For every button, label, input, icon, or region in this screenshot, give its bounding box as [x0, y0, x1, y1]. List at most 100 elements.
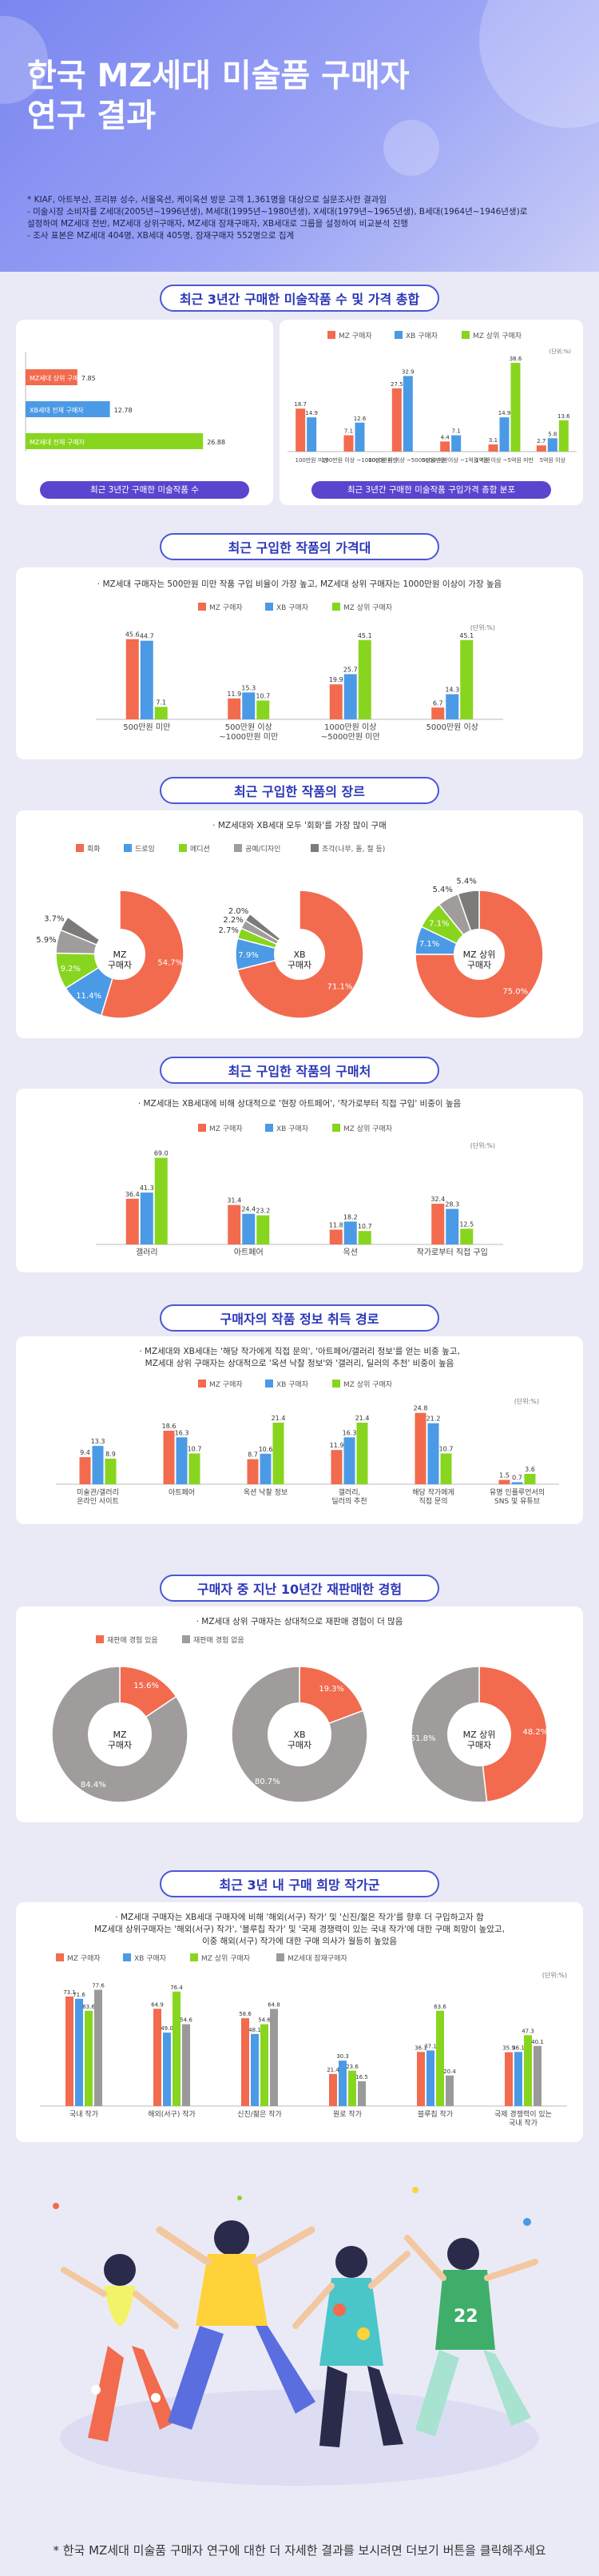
bar-value-label: 18.6: [162, 1423, 177, 1430]
chart-info-source: MZ 구매자 XB 구매자 MZ 상위 구매자 (단위:%) 9.413.38.9 미술관…: [56, 1380, 559, 1506]
bar-value-label: 48.1: [248, 2027, 261, 2033]
survey-notes: * KIAF, 아트부산, 프리뷰 성수, 서울옥션, 케이옥션 방문 고객 1…: [27, 194, 578, 242]
x-tick-label: 아트페어: [169, 1488, 195, 1497]
bar-value-label: 11.9: [330, 1442, 344, 1449]
bar-value-label: 45.1: [459, 632, 474, 639]
pie-value-label: 5.4%: [456, 877, 476, 886]
bar: [343, 1437, 355, 1484]
bar-value-label: 24.4: [241, 1206, 256, 1213]
legend-swatch: [462, 331, 470, 339]
bar-value-label: 23.2: [256, 1208, 270, 1215]
x-tick-label: 유명 인플루언서의 SNS 및 유튜브: [490, 1487, 545, 1506]
bar-value-label: 64.9: [151, 2001, 164, 2008]
bar: [26, 369, 77, 385]
bar: [329, 2073, 337, 2106]
bar-value-label: 15.3: [241, 684, 256, 691]
bar: [125, 639, 139, 719]
bar: [355, 422, 365, 452]
pie-value-label: 7.9%: [238, 951, 258, 960]
legend-label: 에디션: [190, 845, 210, 854]
pie-center: [94, 929, 145, 980]
bar: [65, 1996, 73, 2106]
bar-value-label: 7.1: [344, 428, 353, 435]
bar-value-label: 13.3: [91, 1438, 105, 1445]
legend-label: 재판매 경험 없음: [193, 1635, 244, 1645]
x-tick-label: 옥션 낙찰 정보: [244, 1488, 288, 1497]
bar-value-label: 63.6: [82, 2004, 95, 2010]
bar: [153, 2009, 161, 2106]
bar: [182, 2024, 190, 2106]
bar-value-label: 36.1: [415, 2044, 427, 2051]
bar-value-label: 58.6: [239, 2011, 252, 2017]
legend-swatch: [76, 844, 84, 852]
bar: [154, 1157, 168, 1244]
chart-purchase-channel: MZ 구매자 XB 구매자 MZ 상위 구매자 (단위:%) 36.441.3 69.0 갤…: [96, 1124, 503, 1257]
bar-value-label: 13.6: [557, 413, 570, 420]
bar-value-label: 32.9: [402, 368, 415, 375]
pie-center: [268, 1702, 331, 1766]
pie-value-label: 2.0%: [228, 907, 248, 916]
bar-value-label: 18.7: [294, 401, 307, 408]
card-purchase-channel: · MZ세대는 XB세대에 비해 상대적으로 '현장 아트페어', '작가로부터…: [16, 1089, 583, 1272]
bar: [256, 1215, 270, 1244]
legend-label: XB 구매자: [276, 1125, 309, 1133]
bar: [436, 2010, 444, 2106]
legend-swatch: [332, 1380, 340, 1388]
legend-swatch: [190, 1953, 198, 1961]
bar: [348, 2070, 356, 2106]
bar-category-label: MZ세대 상위 구매자: [30, 374, 85, 382]
bar: [446, 694, 459, 719]
bar-value-label: 10.6: [259, 1446, 273, 1453]
bar: [270, 2009, 278, 2106]
section-description: · MZ세대 상위 구매자는 상대적으로 재판매 경험이 더 많음: [196, 1617, 403, 1626]
bar-value-label: 35.9: [502, 2045, 515, 2052]
bar: [154, 707, 168, 719]
bar: [536, 445, 546, 452]
bar: [534, 2045, 541, 2106]
bar-category-label: XB세대 전체 구매자: [30, 406, 84, 414]
chart-price-range: MZ 구매자 XB 구매자 MZ 상위 구매자 (단위:%) 45.6 44.7 7.1 50…: [96, 603, 503, 742]
bar: [440, 1453, 452, 1484]
bar: [339, 2060, 347, 2106]
legend-label: 조각(나무, 돌, 철 등): [322, 844, 385, 854]
bar-value-label: 10.7: [256, 692, 270, 699]
legend-swatch: [182, 1635, 190, 1643]
unit-label: (단위:%): [549, 348, 572, 355]
pie-center-label: MZ 구매자: [108, 950, 132, 970]
pie-value-label: 5.9%: [36, 936, 56, 945]
bar-value-label: 36.1: [512, 2044, 525, 2051]
pie-value-label: 19.3%: [319, 1685, 344, 1694]
bar: [92, 1446, 104, 1484]
bar: [343, 1221, 357, 1244]
unit-label: (단위:%): [514, 1397, 539, 1405]
bar: [26, 401, 110, 417]
pie-value-label: 3.7%: [44, 914, 64, 923]
card-purchase-count: MZ세대 상위 구매자 7.85 XB세대 전체 구매자 12.78 MZ세대 전체 구…: [16, 320, 273, 505]
bar: [140, 640, 153, 719]
pie-value-label: 80.7%: [255, 1778, 280, 1786]
bar: [431, 707, 445, 719]
bar-value-label: 2.7: [537, 438, 545, 444]
bar: [296, 408, 306, 452]
section-title-price-range: 최근 구입한 작품의 가격대: [160, 533, 439, 560]
bar: [140, 1192, 153, 1244]
bar: [256, 700, 270, 719]
bar: [446, 1208, 459, 1244]
bar: [358, 1231, 371, 1244]
legend-label: MZ 상위 구매자: [343, 1380, 393, 1389]
section-title-resale: 구매자 중 지난 10년간 재판매한 경험: [160, 1575, 439, 1602]
bar-value-label: 8.9: [105, 1451, 116, 1458]
bar: [505, 2052, 513, 2106]
pie-center: [454, 929, 505, 980]
bar: [403, 376, 413, 452]
bar-value-label: 3.1: [489, 437, 498, 444]
bar: [79, 1457, 91, 1484]
legend-label: MZ 상위 구매자: [201, 1954, 251, 1963]
x-tick-label: 아트페어: [234, 1248, 264, 1257]
bar: [94, 1989, 102, 2106]
bar-value-label: 44.7: [140, 633, 154, 640]
bar-value-label: 49.0: [161, 2025, 173, 2032]
card-info-source: · MZ세대와 XB세대는 '해당 작가에게 직접 문의', '아트페어/갤러리…: [16, 1336, 583, 1524]
bar-value-label: 20.4: [443, 2068, 456, 2075]
bar: [356, 1422, 368, 1484]
